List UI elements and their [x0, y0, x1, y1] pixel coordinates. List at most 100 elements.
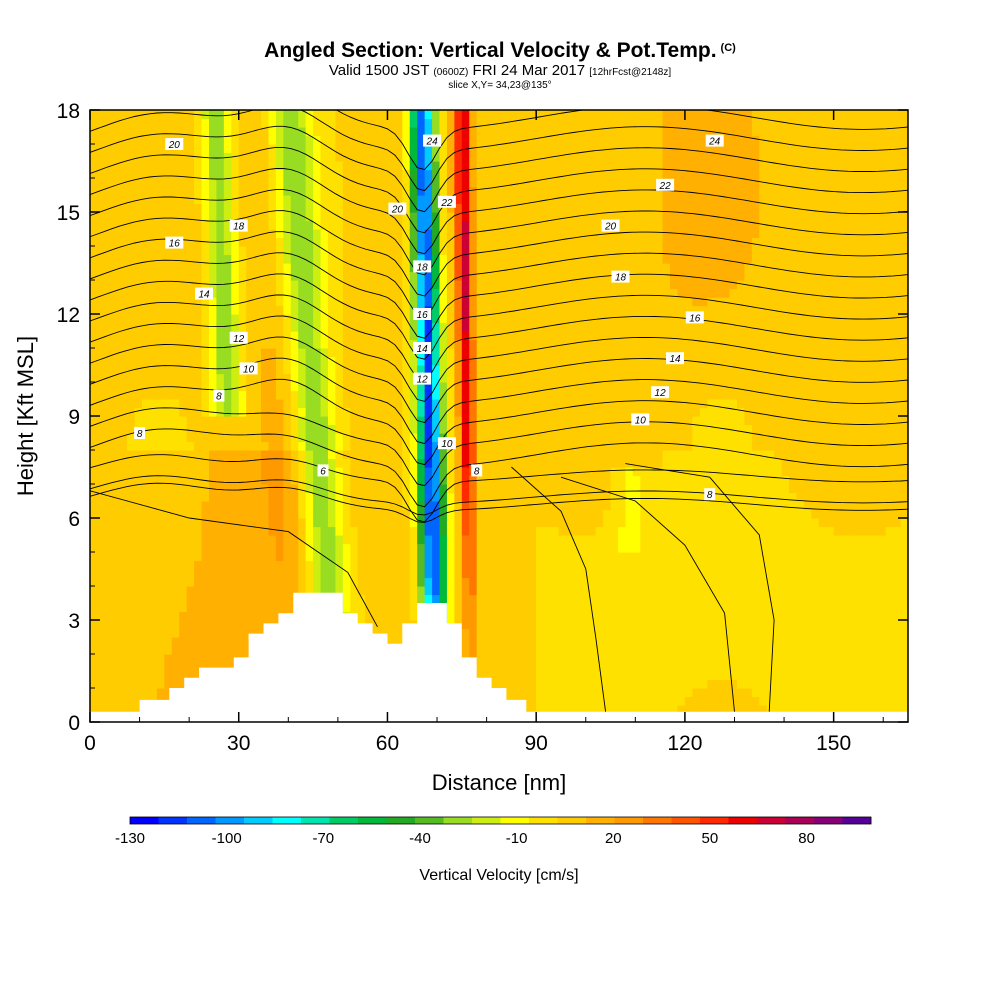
field-cell [357, 458, 366, 468]
field-cell [253, 620, 262, 630]
field-cell [491, 620, 500, 630]
field-cell [231, 144, 240, 154]
field-cell [179, 382, 188, 392]
field-cell [528, 552, 537, 562]
field-cell [231, 441, 240, 451]
field-cell [119, 679, 128, 689]
field-cell [298, 186, 307, 196]
field-cell [357, 373, 366, 383]
field-cell [491, 237, 500, 247]
field-cell [543, 577, 552, 587]
field-cell [551, 603, 560, 613]
field-cell [119, 611, 128, 621]
field-cell [164, 509, 173, 519]
field-cell [290, 195, 299, 205]
field-cell [342, 263, 351, 273]
field-cell [149, 339, 158, 349]
field-cell [499, 399, 508, 409]
field-cell [186, 441, 195, 451]
field-cell [134, 535, 143, 545]
field-cell [90, 501, 99, 511]
field-cell [491, 450, 500, 460]
field-cell [446, 169, 455, 179]
field-cell [513, 586, 522, 596]
field-cell [484, 654, 493, 664]
field-cell [194, 135, 203, 145]
field-cell [119, 492, 128, 502]
field-cell [580, 305, 589, 315]
field-cell [357, 518, 366, 528]
field-cell [223, 424, 232, 434]
field-cell [543, 586, 552, 596]
field-cell [246, 569, 255, 579]
field-cell [350, 594, 359, 604]
field-cell [365, 450, 374, 460]
field-cell [454, 118, 463, 128]
field-cell [268, 212, 277, 222]
field-cell [208, 424, 218, 434]
field-cell [268, 390, 277, 400]
field-cell [97, 390, 106, 400]
field-cell [186, 161, 195, 171]
field-cell [261, 492, 270, 502]
field-cell [127, 569, 136, 579]
field-cell [238, 518, 247, 528]
field-cell [253, 271, 262, 281]
field-cell [238, 178, 247, 188]
field-cell [409, 322, 418, 332]
field-cell [588, 203, 597, 213]
field-cell [588, 679, 597, 689]
field-cell [134, 152, 143, 162]
field-cell [424, 484, 433, 494]
field-cell [320, 280, 329, 290]
field-cell [461, 526, 470, 536]
field-cell [327, 220, 336, 230]
field-cell [432, 407, 441, 417]
field-cell [506, 569, 515, 579]
field-cell [603, 560, 612, 570]
field-cell [119, 305, 128, 315]
field-cell [424, 594, 433, 604]
field-cell [261, 288, 270, 298]
field-cell [313, 169, 322, 179]
field-cell [469, 118, 478, 128]
field-cell [476, 127, 485, 137]
field-cell [536, 467, 545, 477]
field-cell [179, 679, 188, 689]
field-cell [446, 543, 455, 553]
field-cell [417, 424, 426, 434]
field-cell [417, 458, 426, 468]
field-cell [313, 416, 322, 426]
field-cell [231, 305, 240, 315]
field-cell [536, 186, 545, 196]
field-cell [558, 382, 567, 392]
field-cell [283, 569, 292, 579]
field-cell [201, 161, 210, 171]
field-cell [446, 484, 455, 494]
field-cell [112, 433, 121, 443]
field-cell [327, 314, 336, 324]
field-cell [461, 356, 470, 366]
field-cell [112, 348, 121, 358]
field-cell [551, 433, 560, 443]
field-cell [402, 526, 411, 536]
field-cell [513, 339, 522, 349]
field-cell [394, 433, 403, 443]
field-cell [335, 577, 344, 587]
field-cell [268, 467, 277, 477]
field-cell [313, 484, 322, 494]
field-cell [461, 254, 470, 264]
field-cell [127, 178, 136, 188]
field-cell [454, 271, 463, 281]
field-cell [506, 280, 515, 290]
field-cell [97, 696, 106, 706]
field-cell [573, 688, 582, 698]
field-cell [290, 263, 299, 273]
field-cell [216, 484, 225, 494]
field-cell [253, 348, 262, 358]
field-cell [565, 118, 574, 128]
field-cell [119, 467, 128, 477]
field-cell [186, 246, 195, 256]
field-cell [551, 161, 560, 171]
field-cell [439, 526, 448, 536]
